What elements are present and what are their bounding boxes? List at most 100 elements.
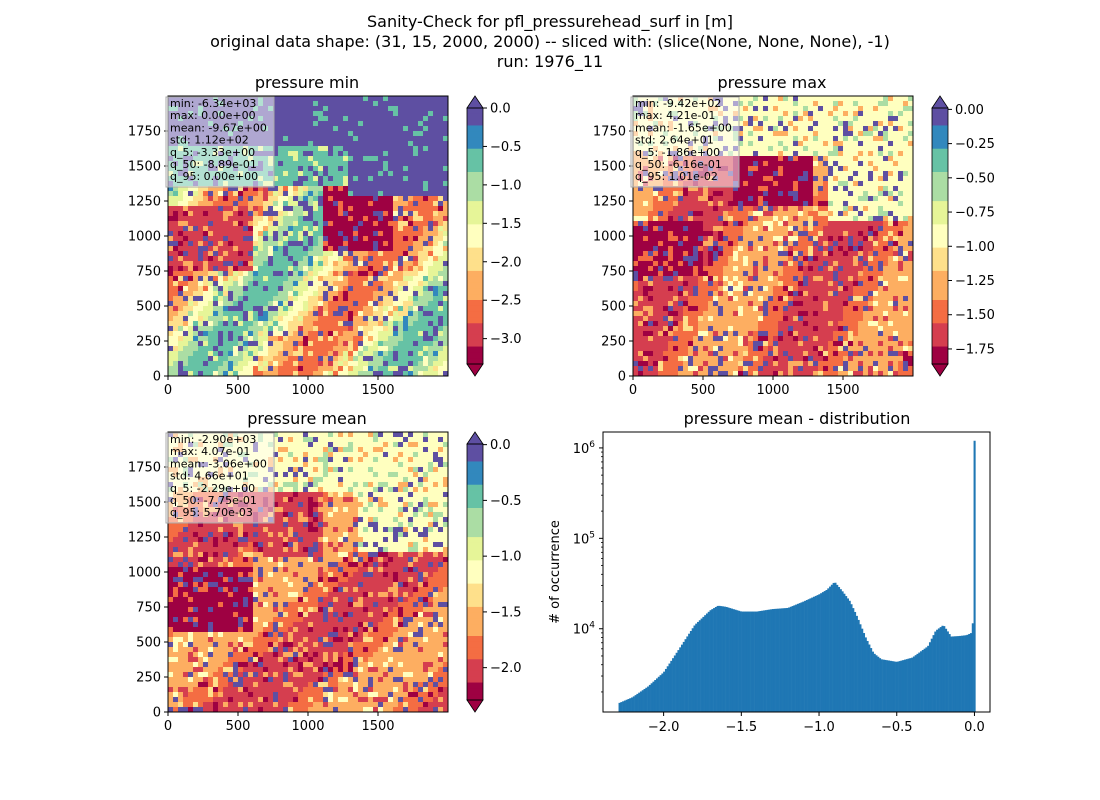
heatmap-cell [713, 256, 719, 262]
heatmap-cell [773, 251, 779, 257]
heatmap-cell [648, 231, 654, 237]
heatmap-cell [298, 201, 304, 207]
heatmap-cell [778, 351, 784, 357]
heatmap-cell [173, 281, 179, 287]
heatmap-cell [408, 106, 414, 112]
heatmap-cell [373, 216, 379, 222]
heatmap-cell [363, 371, 369, 377]
heatmap-cell [693, 271, 699, 277]
heatmap-cell [668, 286, 674, 292]
heatmap-cell [308, 256, 314, 262]
heatmap-cell [358, 291, 364, 297]
heatmap-cell [243, 366, 249, 372]
heatmap-cell [393, 261, 399, 267]
heatmap-cell [768, 96, 774, 102]
heatmap-cell [228, 331, 234, 337]
heatmap-cell [278, 361, 284, 367]
heatmap-cell [203, 351, 209, 357]
heatmap-cell [348, 141, 354, 147]
heatmap-cell [443, 281, 449, 287]
heatmap-cell [408, 281, 414, 287]
heatmap-cell [743, 361, 749, 367]
heatmap-cell [703, 311, 709, 317]
heatmap-cell [633, 251, 639, 257]
heatmap-cell [408, 181, 414, 187]
heatmap-cell [348, 361, 354, 367]
heatmap-cell [323, 166, 329, 172]
heatmap-cell [733, 306, 739, 312]
heatmap-cell [303, 281, 309, 287]
heatmap-cell [283, 166, 289, 172]
heatmap-cell [748, 286, 754, 292]
heatmap-cell [173, 341, 179, 347]
colorbar-segment [467, 119, 483, 126]
heatmap-cell [748, 191, 754, 197]
colorbar-segment [467, 265, 483, 272]
heatmap-cell [758, 286, 764, 292]
heatmap-cell [323, 186, 329, 192]
heatmap-cell [298, 181, 304, 187]
heatmap-cell [738, 96, 744, 102]
heatmap-cell [388, 256, 394, 262]
heatmap-cell [753, 221, 759, 227]
heatmap-cell [388, 326, 394, 332]
heatmap-cell [423, 246, 429, 252]
heatmap-cell [663, 346, 669, 352]
heatmap-cell [248, 301, 254, 307]
heatmap-cell [223, 351, 229, 357]
heatmap-cell [403, 146, 409, 152]
heatmap-cell [408, 301, 414, 307]
heatmap-cell [273, 126, 279, 132]
heatmap-cell [728, 271, 734, 277]
heatmap-cell [403, 166, 409, 172]
heatmap-cell [313, 136, 319, 142]
heatmap-cell [238, 306, 244, 312]
heatmap-cell [333, 341, 339, 347]
heatmap-cell [348, 301, 354, 307]
heatmap-cell [288, 196, 294, 202]
heatmap-cell [398, 321, 404, 327]
heatmap-cell [388, 176, 394, 182]
heatmap-cell [173, 356, 179, 362]
heatmap-cell [253, 226, 259, 232]
heatmap-cell [383, 226, 389, 232]
heatmap-cell [678, 286, 684, 292]
heatmap-cell [678, 256, 684, 262]
heatmap-cell [183, 216, 189, 222]
heatmap-cell [708, 196, 714, 202]
heatmap-cell [648, 346, 654, 352]
heatmap-cell [408, 211, 414, 217]
heatmap-cell [408, 296, 414, 302]
heatmap-cell [703, 266, 709, 272]
heatmap-cell [213, 186, 219, 192]
heatmap-cell [773, 336, 779, 342]
heatmap-cell [333, 101, 339, 107]
heatmap-cell [738, 216, 744, 222]
heatmap-cell [773, 126, 779, 132]
heatmap-cell [408, 101, 414, 107]
heatmap-cell [338, 236, 344, 242]
heatmap-cell [193, 221, 199, 227]
heatmap-cell [408, 276, 414, 282]
heatmap-cell [768, 121, 774, 127]
heatmap-cell [328, 201, 334, 207]
heatmap-cell [388, 201, 394, 207]
heatmap-cell [393, 201, 399, 207]
heatmap-cell [183, 251, 189, 257]
heatmap-cell [748, 106, 754, 112]
heatmap-cell [668, 351, 674, 357]
heatmap-cell [283, 226, 289, 232]
heatmap-cell [173, 331, 179, 337]
heatmap-cell [338, 336, 344, 342]
heatmap-cell [253, 291, 259, 297]
heatmap-cell [328, 106, 334, 112]
heatmap-cell [303, 241, 309, 247]
heatmap-cell [438, 126, 444, 132]
heatmap-cell [443, 236, 449, 242]
heatmap-cell [298, 296, 304, 302]
heatmap-cell [213, 246, 219, 252]
heatmap-cell [753, 121, 759, 127]
heatmap-cell [398, 171, 404, 177]
heatmap-cell [353, 346, 359, 352]
colorbar-segment [467, 259, 483, 266]
